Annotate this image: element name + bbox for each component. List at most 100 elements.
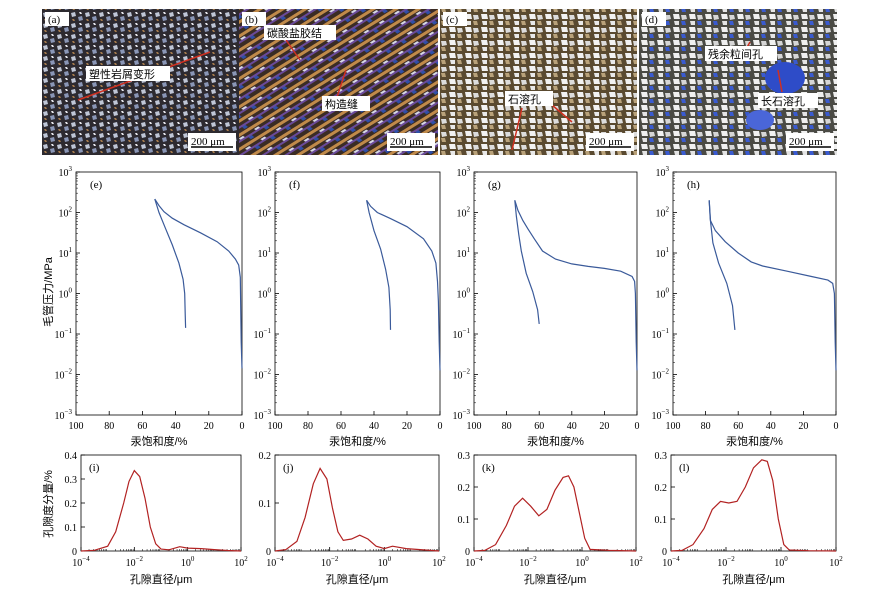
y-tick-label: 10−3 (453, 408, 471, 422)
panel-label: (h) (687, 179, 700, 191)
chart-f: 100 80 60 40 20 0 103 102 101 100 10−1 10−2 10−3 汞饱和度… (254, 165, 443, 448)
photo-d: (d) 残余粒间孔 长石溶孔 200 μm (639, 9, 837, 155)
photo-d-label: (d) (645, 14, 658, 26)
plot-frame (75, 171, 243, 416)
x-tick-label: 20 (798, 421, 808, 432)
chart-j: 10−4 10−2 100 102 0 0.1 0.2 孔隙直径/μm (j) (259, 451, 447, 586)
x-tick-label: 20 (402, 421, 412, 432)
x-tick-label: 102 (234, 555, 248, 569)
x-tick-label: 100 (268, 421, 283, 432)
y-tick-label: 0.1 (458, 515, 471, 526)
y-tick-label: 100 (457, 287, 471, 301)
x-tick-label: 40 (369, 421, 379, 432)
x-axis-label: 孔隙直径/μm (326, 572, 389, 586)
x-tick-label: 0 (834, 421, 839, 432)
x-tick-label: 60 (733, 421, 743, 432)
photo-b: (b) 碳酸盐胶结 构造缝 200 μm (239, 9, 438, 155)
panel-label: (i) (89, 462, 100, 474)
x-tick-label: 0 (240, 421, 245, 432)
x-tick-label: 10−4 (266, 555, 284, 569)
y-tick-label: 10−1 (652, 327, 670, 341)
y-tick-label: 102 (656, 206, 670, 220)
series-line-extrusion (154, 198, 187, 328)
y-tick-label: 100 (656, 287, 670, 301)
photo-c-annotation-1: 石溶孔 (508, 92, 541, 106)
x-tick-label: 100 (378, 555, 392, 569)
y-tick-label: 102 (59, 206, 73, 220)
capillary-ylabel: 毛管压力/MPa (41, 256, 55, 327)
photo-a: (a) 塑性岩屑变形 200 μm (42, 9, 239, 155)
y-tick-label: 0.2 (655, 483, 668, 494)
x-tick-label: 100 (181, 555, 195, 569)
x-tick-label: 20 (204, 421, 214, 432)
y-tick-label: 10−1 (55, 327, 73, 341)
chart-g: 100 80 60 40 20 0 103 102 101 100 10−1 10−2 10−3 汞饱和度… (453, 165, 640, 448)
x-tick-label: 40 (567, 421, 577, 432)
panel-label: (k) (482, 462, 495, 474)
x-tick-label: 10−2 (126, 555, 144, 569)
y-tick-label: 0.3 (458, 451, 471, 462)
series-line-extrusion (366, 200, 392, 330)
x-tick-label: 100 (774, 555, 788, 569)
y-tick-label: 100 (258, 287, 272, 301)
x-tick-label: 100 (467, 421, 482, 432)
x-axis-label: 孔隙直径/μm (524, 572, 587, 586)
y-tick-label: 10−1 (453, 327, 471, 341)
plot-frame (473, 454, 637, 552)
x-tick-label: 60 (336, 421, 346, 432)
y-tick-label: 0.3 (65, 475, 78, 486)
panel-label: (e) (90, 179, 103, 191)
panel-label: (g) (488, 179, 501, 191)
photo-c-scale: 200 μm (589, 136, 623, 148)
x-tick-label: 10−2 (717, 555, 735, 569)
series-line-pore (274, 467, 440, 552)
y-tick-label: 0.1 (655, 515, 668, 526)
x-tick-label: 10−2 (321, 555, 339, 569)
photo-b-label: (b) (245, 14, 258, 26)
x-tick-label: 102 (829, 555, 843, 569)
x-tick-label: 100 (666, 421, 681, 432)
x-tick-label: 80 (502, 421, 512, 432)
y-tick-label: 103 (258, 165, 272, 179)
x-tick-label: 10−4 (662, 555, 680, 569)
y-tick-label: 10−3 (55, 408, 73, 422)
y-tick-label: 103 (59, 165, 73, 179)
y-tick-label: 103 (656, 165, 670, 179)
y-tick-label: 103 (457, 165, 471, 179)
y-tick-label: 102 (258, 206, 272, 220)
photo-b-annotation-2: 构造缝 (325, 97, 358, 111)
x-tick-label: 10−2 (519, 555, 537, 569)
x-tick-label: 40 (171, 421, 181, 432)
x-tick-label: 40 (766, 421, 776, 432)
pore-ylabel: 孔隙度分量/% (41, 470, 55, 538)
y-tick-label: 101 (656, 246, 670, 260)
y-tick-label: 0.1 (65, 523, 78, 534)
x-tick-label: 10−4 (465, 555, 483, 569)
y-tick-label: 0.1 (259, 499, 272, 510)
y-tick-label: 0 (266, 547, 271, 558)
x-tick-label: 60 (137, 421, 147, 432)
series-line-intrusion (366, 199, 441, 371)
series-line-extrusion (514, 200, 540, 324)
x-tick-label: 100 (575, 555, 589, 569)
series-line-intrusion (514, 200, 638, 371)
series-line-pore (473, 475, 637, 552)
chart-e: 100 80 60 40 20 0 103 102 101 100 10−1 10−2 10−3 汞饱和度… (55, 165, 245, 448)
y-tick-label: 0.3 (655, 451, 668, 462)
series-line-intrusion (708, 200, 837, 371)
y-tick-label: 102 (457, 206, 471, 220)
x-axis-label: 孔隙直径/μm (722, 572, 785, 586)
chart-h: 100 80 60 40 20 0 103 102 101 100 10−1 10−2 10−3 汞饱和度… (652, 165, 839, 448)
plot-frame (274, 171, 441, 416)
x-tick-label: 102 (629, 555, 643, 569)
plot-frame (672, 171, 837, 416)
photo-a-scale: 200 μm (191, 136, 225, 148)
panel-label: (l) (679, 462, 690, 474)
photo-c-label: (c) (446, 14, 459, 26)
x-tick-label: 10−4 (72, 555, 90, 569)
panel-label: (f) (289, 179, 300, 191)
x-tick-label: 0 (635, 421, 640, 432)
x-axis-label: 汞饱和度/% (329, 434, 386, 448)
chart-k: 10−4 10−2 100 102 0 0.1 0.2 0.3 孔隙直径/μm (k) (458, 451, 644, 586)
